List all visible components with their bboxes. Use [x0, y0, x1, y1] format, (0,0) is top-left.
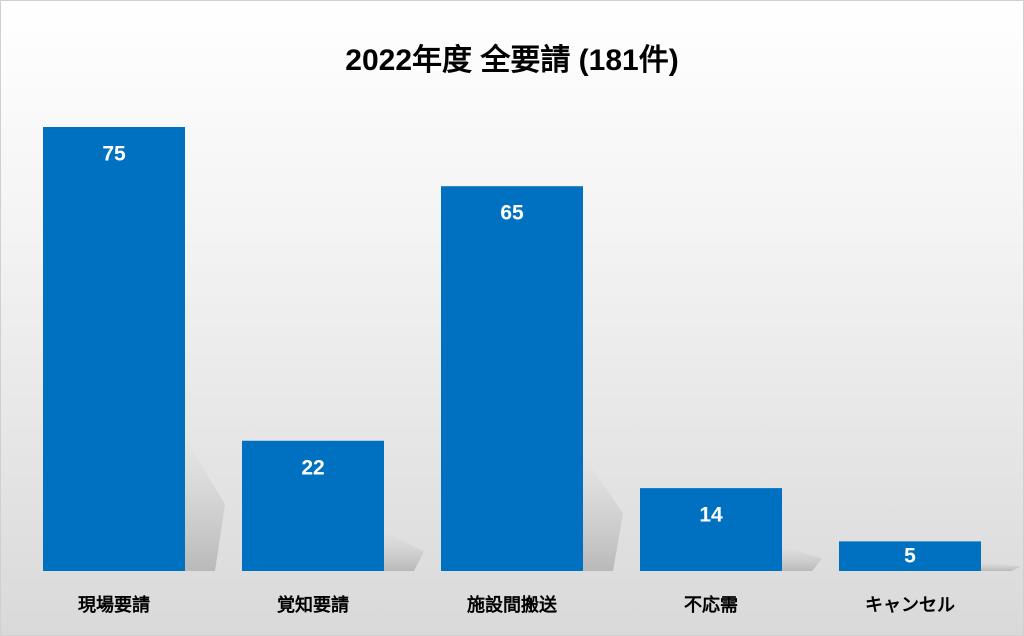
data-label: 22: [301, 456, 324, 479]
data-label: 65: [500, 202, 524, 225]
bar: [640, 488, 782, 571]
chart-title: 2022年度 全要請 (181件): [345, 43, 678, 77]
data-label: 5: [904, 545, 916, 568]
bar-shadow: [185, 437, 225, 571]
bar-shadow: [782, 546, 822, 571]
bar-shadow: [583, 455, 623, 571]
bar-shadow: [981, 562, 1021, 571]
x-tick-label: キャンセル: [865, 595, 955, 615]
plot-area: 75 現場要請 22 覚知要請 65 施設間搬送 14 不応需 5 キャンセル: [43, 127, 1021, 615]
bar-shadow: [384, 531, 424, 571]
data-label: 14: [699, 504, 723, 527]
data-label: 75: [102, 143, 126, 166]
x-tick-label: 不応需: [684, 594, 738, 615]
bar: [441, 186, 583, 571]
bar: [839, 541, 981, 571]
x-tick-label: 覚知要請: [277, 594, 349, 615]
x-tick-label: 施設間搬送: [467, 594, 558, 615]
x-tick-label: 現場要請: [78, 594, 150, 615]
bar: [242, 440, 384, 571]
bar: [43, 127, 185, 571]
